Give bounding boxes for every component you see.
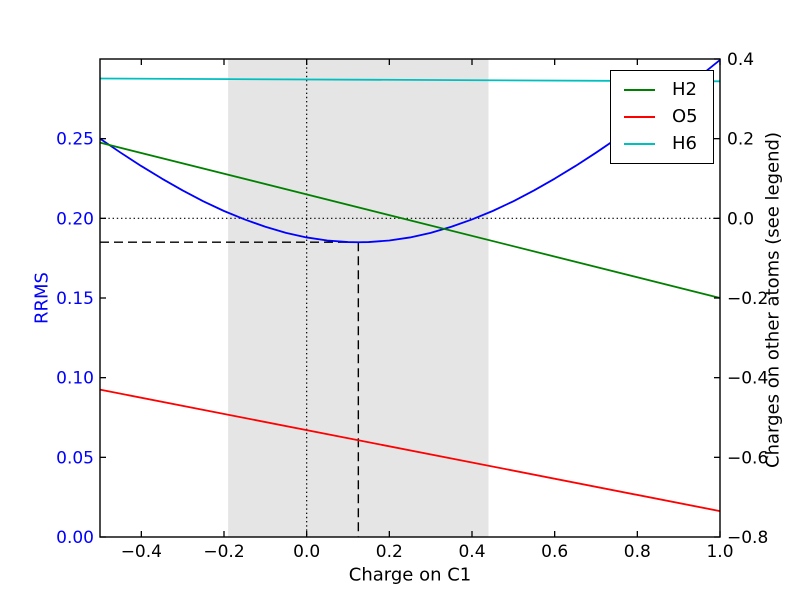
h2-line-swatch	[624, 89, 655, 92]
legend-entry-o5: O5	[624, 105, 713, 127]
o5-line	[99, 388, 721, 512]
legend: H2 O5 H6	[610, 70, 714, 164]
x-tick-label: −0.4	[121, 542, 162, 562]
legend-entry-h2: H2	[624, 81, 713, 99]
legend-entry-h6: H6	[624, 132, 713, 154]
left-y-axis-label: RRMS	[31, 272, 53, 324]
x-axis-label: Charge on C1	[348, 564, 472, 586]
x-tick-label: −0.2	[203, 542, 244, 562]
x-tick-label: 1.0	[706, 542, 733, 562]
h6-line-swatch	[624, 142, 655, 145]
x-tick-label: 0.8	[624, 542, 651, 562]
left-tick-label: 0.15	[56, 289, 94, 309]
right-tick-label: −0.4	[727, 369, 768, 389]
right-y-axis-label: Charges on other atoms (see legend)	[762, 132, 784, 468]
x-tick-label: 0.4	[458, 542, 485, 562]
left-tick-label: 0.00	[56, 528, 94, 548]
right-tick-label: −0.8	[727, 528, 768, 548]
o5-line-swatch	[624, 115, 655, 118]
right-tick-label: −0.2	[727, 289, 768, 309]
left-tick-label: 0.25	[56, 130, 94, 150]
left-tick-label: 0.10	[56, 369, 94, 389]
right-tick-label: 0.0	[727, 209, 754, 229]
legend-label-h2: H2	[672, 79, 697, 101]
legend-label-o5: O5	[672, 105, 698, 127]
x-tick-label: 0.0	[293, 542, 320, 562]
right-tick-label: 0.2	[727, 130, 754, 150]
shaded-region	[228, 59, 489, 537]
x-tick-label: 0.2	[376, 542, 403, 562]
legend-label-h6: H6	[672, 132, 697, 154]
right-tick-label: −0.6	[727, 448, 768, 468]
left-tick-label: 0.05	[56, 448, 94, 468]
right-tick-label: 0.4	[727, 50, 754, 70]
h2-line	[99, 141, 721, 299]
x-tick-label: 0.6	[541, 542, 568, 562]
left-tick-label: 0.20	[56, 209, 94, 229]
